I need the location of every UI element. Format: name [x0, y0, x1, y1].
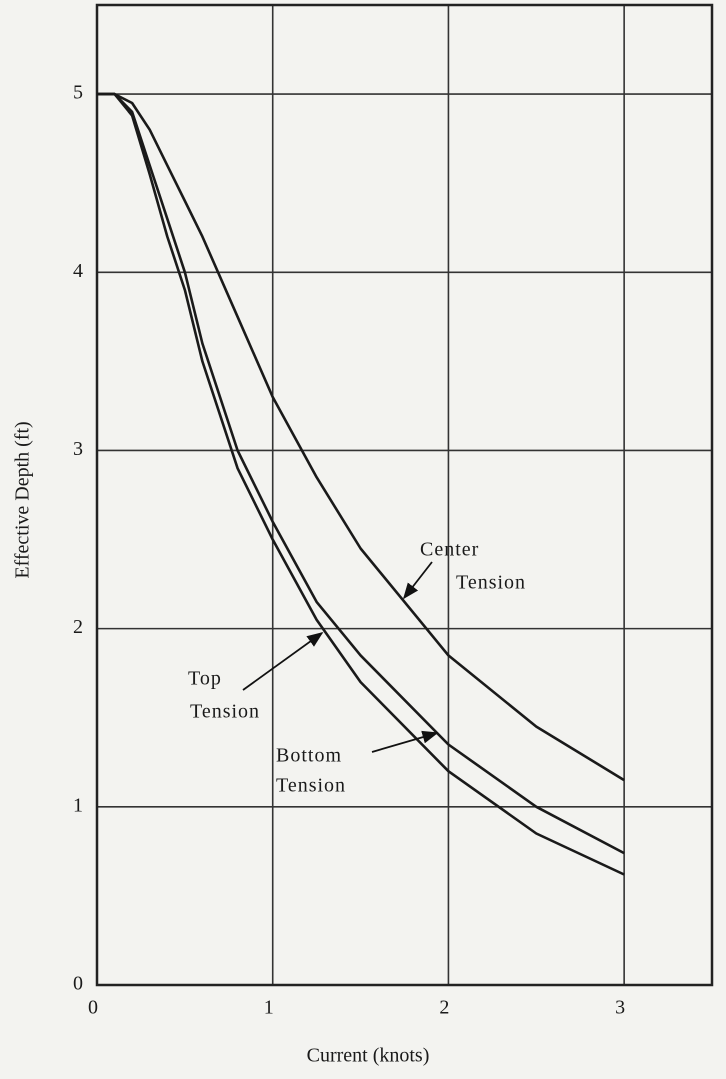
y-tick-label: 0	[73, 973, 83, 995]
annotation-text: Tension	[190, 701, 260, 723]
y-tick-label: 2	[73, 616, 83, 638]
y-tick-label: 5	[73, 82, 83, 104]
y-tick-label: 3	[73, 438, 83, 460]
annotation-text: Center	[420, 539, 479, 561]
x-tick-label: 1	[264, 997, 274, 1019]
annotation-arrow	[403, 561, 433, 600]
annotation-text: Tension	[276, 775, 346, 797]
plot-frame	[95, 3, 714, 987]
x-axis-title: Current (knots)	[307, 1045, 430, 1067]
annotation-arrow	[371, 730, 439, 753]
line-series	[97, 92, 625, 782]
x-tick-label: 3	[615, 997, 625, 1019]
annotation-text: Bottom	[276, 745, 342, 767]
annotation-text: Tension	[456, 572, 526, 594]
line-series	[97, 92, 625, 855]
y-axis-title: Effective Depth (ft)	[12, 421, 34, 578]
annotation-text: Top	[188, 668, 222, 690]
y-tick-label: 4	[73, 260, 83, 282]
y-tick-label: 1	[73, 794, 83, 816]
x-tick-label: 0	[88, 997, 98, 1019]
x-tick-label: 2	[439, 997, 449, 1019]
line-series	[97, 92, 625, 876]
annotation-arrow	[242, 632, 324, 691]
